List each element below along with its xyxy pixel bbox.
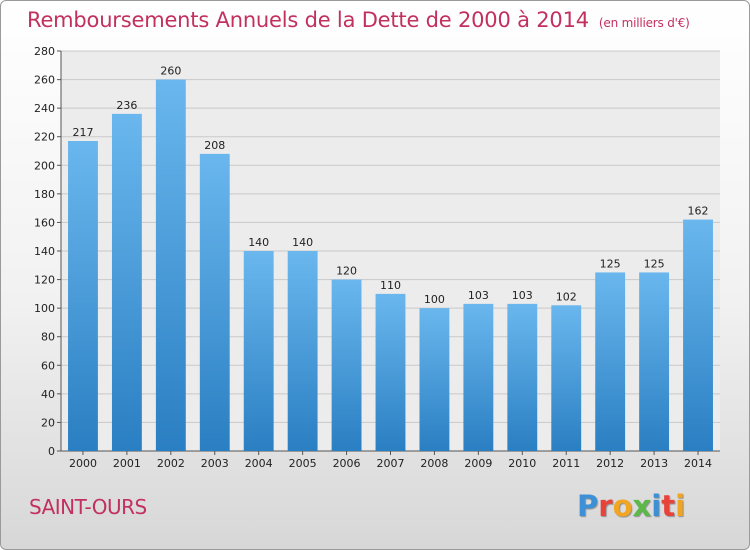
y-tick-label: 100	[34, 302, 55, 315]
bar-value-label: 208	[204, 139, 225, 152]
value-labels: 217 236 260 208 140 140 120 110 100 103 103 102 125 1…	[72, 65, 708, 307]
y-tick-label: 120	[34, 274, 55, 287]
bar	[463, 303, 494, 451]
chart-unit-note: (en milliers d'€)	[598, 16, 690, 30]
logo-letter: i	[675, 489, 686, 523]
bar	[551, 305, 582, 451]
bar-value-label: 125	[644, 257, 665, 270]
logo-letter: o	[612, 489, 633, 523]
bar-value-label: 140	[292, 236, 313, 249]
bar-value-label: 217	[72, 126, 93, 139]
bar	[155, 79, 186, 452]
tick-labels: 0 20 40 60 80 100 120 140 160 180 200 220 240 260 280 2…	[34, 45, 712, 470]
city-name: SAINT-OURS	[29, 495, 147, 519]
y-tick-label: 80	[41, 331, 55, 344]
x-tick-label: 2011	[552, 457, 580, 470]
y-tick-label: 220	[34, 131, 55, 144]
x-tick-label: 2000	[69, 457, 97, 470]
logo-letter: r	[598, 489, 613, 523]
bar-value-label: 102	[556, 290, 577, 303]
bar-value-label: 140	[248, 236, 269, 249]
bar-value-label: 260	[160, 65, 181, 78]
bar	[199, 153, 230, 451]
logo-letter: x	[632, 489, 652, 523]
x-tick-label: 2008	[420, 457, 448, 470]
logo-letter: i	[651, 489, 662, 523]
logo-letter: t	[661, 489, 676, 523]
x-tick-label: 2003	[201, 457, 229, 470]
y-tick-label: 60	[41, 359, 55, 372]
chart-title-text: Remboursements Annuels de la Dette de 20…	[27, 8, 589, 32]
bar-value-label: 103	[512, 289, 533, 302]
bar-value-label: 236	[116, 99, 137, 112]
bar	[111, 113, 142, 451]
logo-letter: P	[577, 489, 599, 523]
bar	[683, 219, 713, 451]
bar	[375, 293, 406, 451]
proxiti-logo: Proxiti	[577, 489, 685, 523]
y-tick-label: 140	[34, 245, 55, 258]
bar	[287, 251, 318, 451]
y-tick-label: 260	[34, 74, 55, 87]
bar	[331, 279, 362, 451]
bar	[639, 272, 670, 451]
y-tick-label: 200	[34, 159, 55, 172]
y-tick-label: 280	[34, 45, 55, 58]
x-tick-label: 2001	[113, 457, 141, 470]
y-tick-label: 40	[41, 388, 55, 401]
bar	[507, 303, 538, 451]
x-tick-label: 2005	[289, 457, 317, 470]
bar-value-label: 162	[688, 205, 709, 218]
bar-value-label: 125	[600, 257, 621, 270]
bar-value-label: 100	[424, 293, 445, 306]
y-tick-label: 180	[34, 188, 55, 201]
bars	[68, 79, 713, 452]
x-tick-label: 2009	[464, 457, 492, 470]
y-tick-label: 160	[34, 216, 55, 229]
x-tick-label: 2013	[640, 457, 668, 470]
bar-value-label: 110	[380, 279, 401, 292]
bar-value-label: 103	[468, 289, 489, 302]
bar	[243, 251, 274, 451]
x-tick-label: 2006	[333, 457, 361, 470]
y-tick-label: 0	[48, 445, 55, 458]
bar	[68, 141, 98, 451]
x-tick-label: 2004	[245, 457, 273, 470]
x-tick-label: 2012	[596, 457, 624, 470]
bar	[595, 272, 626, 451]
x-tick-label: 2014	[684, 457, 712, 470]
x-tick-label: 2007	[377, 457, 405, 470]
y-tick-label: 240	[34, 102, 55, 115]
chart-title: Remboursements Annuels de la Dette de 20…	[27, 8, 690, 32]
x-tick-label: 2010	[508, 457, 536, 470]
y-tick-label: 20	[41, 416, 55, 429]
x-tick-label: 2002	[157, 457, 185, 470]
bar	[419, 308, 450, 451]
bar-value-label: 120	[336, 265, 357, 278]
